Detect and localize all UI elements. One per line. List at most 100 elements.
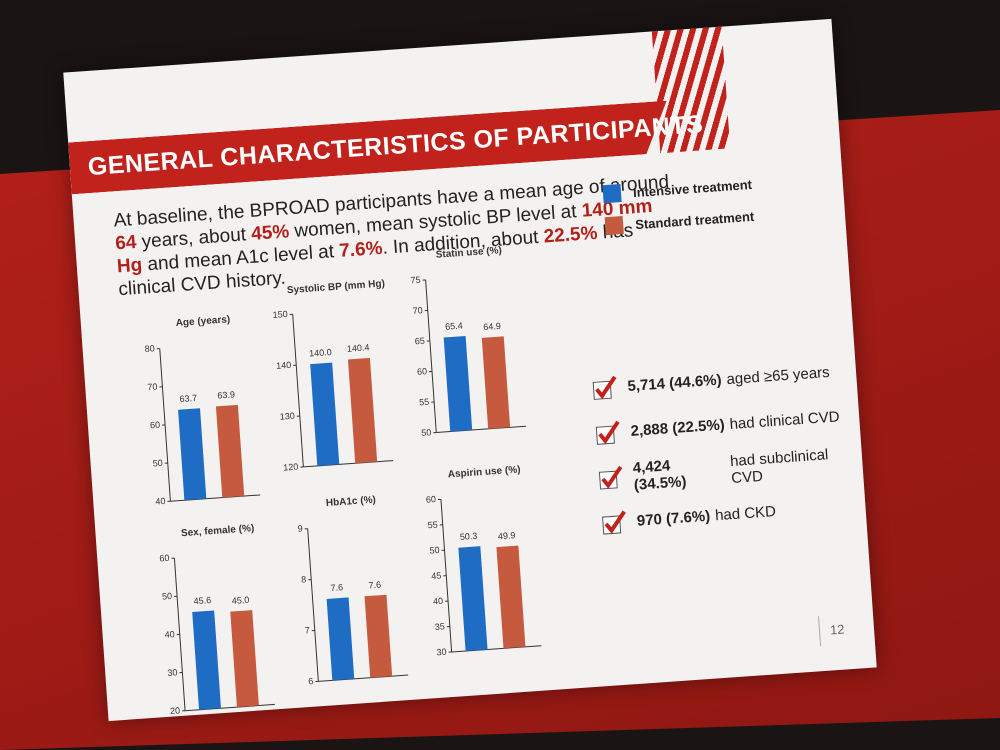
y-tick-label: 70 xyxy=(412,305,423,316)
y-tick-label: 50 xyxy=(162,591,173,602)
check-text: had CKD xyxy=(714,503,777,525)
y-tick-label: 70 xyxy=(147,381,158,392)
bar-chart: Statin use (%) 50 55 60 65 70 75 65.4 64.9 xyxy=(410,245,527,438)
check-item: 2,888 (22.5%) had clinical CVD xyxy=(593,393,860,456)
y-tick-label: 45 xyxy=(431,570,442,581)
chart-title: HbA1c (%) xyxy=(326,495,377,509)
bar-chart: Aspirin use (%) 30 35 40 45 50 55 60 50.3 49.9 xyxy=(426,464,542,658)
y-tick-label: 60 xyxy=(417,366,428,377)
chart-title: Systolic BP (mm Hg) xyxy=(287,278,386,296)
y-tick-label: 55 xyxy=(419,397,430,408)
x-axis xyxy=(185,703,275,712)
legend-item: Standard treatment xyxy=(604,207,755,236)
y-tick-label: 9 xyxy=(297,523,303,533)
check-count: 4,424 (34.5%) xyxy=(632,456,687,494)
y-tick-label: 35 xyxy=(434,621,445,632)
legend-swatch xyxy=(602,184,622,204)
legend: Intensive treatment Standard treatment xyxy=(602,175,755,249)
check-item: 5,714 (44.6%) aged ≥65 years xyxy=(590,348,857,411)
y-axis xyxy=(173,558,186,711)
y-tick-label: 50 xyxy=(421,427,432,438)
y-tick-label: 40 xyxy=(433,596,444,607)
check-count: 5,714 (44.6%) xyxy=(626,371,723,396)
value-label: 65.4 xyxy=(445,321,463,332)
bar xyxy=(347,357,378,464)
bar xyxy=(230,610,259,708)
value-label: 140.4 xyxy=(347,342,370,354)
bar-chart: Systolic BP (mm Hg) 120 130 140 150 140.0 140.… xyxy=(272,278,394,473)
bar xyxy=(192,610,221,710)
y-axis xyxy=(292,314,304,467)
y-tick-label: 40 xyxy=(155,496,166,507)
value-label: 64.9 xyxy=(483,321,501,332)
y-tick-label: 75 xyxy=(410,275,421,286)
check-icon xyxy=(602,509,626,535)
bar xyxy=(443,335,473,432)
page-number: 12 xyxy=(818,614,846,647)
y-tick-label: 40 xyxy=(164,629,175,640)
y-tick-label: 30 xyxy=(167,667,178,678)
emphasis: 45% xyxy=(250,221,290,245)
y-tick-label: 7 xyxy=(304,625,310,635)
y-tick-label: 30 xyxy=(436,647,447,658)
value-label: 45.0 xyxy=(231,595,249,606)
y-tick-label: 140 xyxy=(276,360,292,371)
y-tick-label: 50 xyxy=(429,545,440,556)
check-text: aged ≥65 years xyxy=(725,363,831,389)
bar-chart: Age (years) 40 50 60 70 80 63.7 63.9 xyxy=(144,314,261,507)
y-tick-label: 60 xyxy=(426,494,437,505)
bar xyxy=(481,336,511,429)
bar xyxy=(458,546,488,651)
bar xyxy=(215,404,245,498)
y-tick-label: 60 xyxy=(150,420,161,431)
y-tick-label: 60 xyxy=(159,553,170,564)
x-axis xyxy=(436,425,527,434)
x-axis xyxy=(451,645,542,653)
check-tick xyxy=(595,375,617,399)
y-tick-label: 55 xyxy=(427,520,438,531)
check-text: had subclinical CVD xyxy=(729,445,829,487)
emphasis: 64 xyxy=(114,231,138,255)
value-label: 63.9 xyxy=(217,389,235,400)
check-tick xyxy=(604,509,626,534)
y-axis xyxy=(307,528,319,682)
legend-swatch xyxy=(604,215,624,236)
bar xyxy=(178,408,207,501)
value-label: 7.6 xyxy=(330,582,343,593)
x-axis xyxy=(318,674,409,682)
value-label: 49.9 xyxy=(498,530,516,541)
y-axis xyxy=(159,348,171,502)
check-icon xyxy=(592,375,617,400)
check-count: 970 (7.6%) xyxy=(636,507,711,530)
check-item: 970 (7.6%) had CKD xyxy=(599,483,866,546)
chart-title: Sex, female (%) xyxy=(181,523,255,539)
check-text: had clinical CVD xyxy=(729,408,841,433)
y-tick-label: 130 xyxy=(279,411,295,422)
chart-title: Age (years) xyxy=(175,314,230,329)
y-tick-label: 65 xyxy=(415,336,426,347)
checklist: 5,714 (44.6%) aged ≥65 years 2,888 (22.5%)… xyxy=(590,348,867,546)
bar xyxy=(496,545,526,649)
y-tick-label: 120 xyxy=(283,462,299,473)
y-tick-label: 150 xyxy=(272,309,288,320)
value-label: 7.6 xyxy=(368,580,381,591)
check-tick xyxy=(601,465,623,489)
x-axis xyxy=(303,460,394,468)
y-tick-label: 6 xyxy=(308,676,314,686)
check-item: 4,424 (34.5%) had subclinical CVD xyxy=(596,438,863,501)
bar xyxy=(310,362,340,466)
bar-chart: HbA1c (%) 6 7 8 9 7.6 7.6 xyxy=(297,495,409,686)
check-count: 2,888 (22.5%) xyxy=(630,416,726,440)
y-tick-label: 80 xyxy=(144,343,155,354)
emphasis: 7.6% xyxy=(338,237,384,262)
value-label: 140.0 xyxy=(309,347,332,359)
bar xyxy=(326,597,355,681)
bar-chart: Sex, female (%) 20 30 40 50 60 45.6 45.0 xyxy=(159,523,275,716)
x-axis xyxy=(170,494,261,502)
emphasis: 22.5% xyxy=(542,222,599,248)
slide: GENERAL CHARACTERISTICS OF PARTICIPANTS … xyxy=(63,18,877,722)
bar xyxy=(364,594,393,678)
y-tick-label: 20 xyxy=(170,705,181,716)
legend-label: Standard treatment xyxy=(634,208,755,232)
value-label: 45.6 xyxy=(193,595,211,606)
